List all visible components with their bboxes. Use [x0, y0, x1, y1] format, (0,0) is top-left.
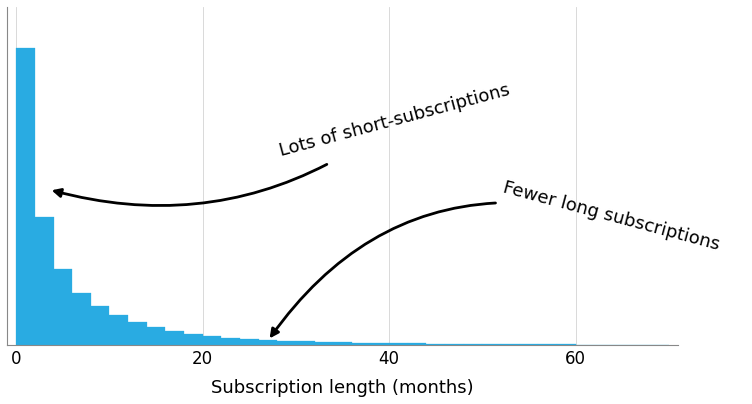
- Bar: [333, 342, 352, 345]
- Bar: [408, 343, 426, 345]
- Bar: [128, 322, 147, 345]
- Bar: [91, 306, 110, 345]
- Bar: [277, 341, 296, 345]
- Bar: [259, 340, 277, 345]
- Bar: [520, 344, 538, 345]
- Bar: [17, 48, 35, 345]
- Bar: [53, 269, 72, 345]
- Bar: [35, 217, 53, 345]
- Text: Lots of short-subscriptions: Lots of short-subscriptions: [55, 81, 512, 206]
- Bar: [240, 339, 259, 345]
- Bar: [184, 334, 203, 345]
- Bar: [110, 316, 128, 345]
- Bar: [501, 344, 520, 345]
- Bar: [72, 292, 91, 345]
- Bar: [147, 327, 165, 345]
- X-axis label: Subscription length (months): Subscription length (months): [211, 379, 474, 397]
- Bar: [426, 343, 445, 345]
- Bar: [314, 342, 333, 345]
- Bar: [203, 336, 221, 345]
- Bar: [352, 343, 371, 345]
- Bar: [538, 344, 557, 345]
- Bar: [464, 344, 482, 345]
- Bar: [482, 344, 501, 345]
- Bar: [445, 344, 464, 345]
- Text: Fewer long subscriptions: Fewer long subscriptions: [271, 179, 722, 336]
- Bar: [371, 343, 390, 345]
- Bar: [390, 343, 408, 345]
- Bar: [221, 338, 240, 345]
- Bar: [296, 341, 314, 345]
- Bar: [165, 331, 184, 345]
